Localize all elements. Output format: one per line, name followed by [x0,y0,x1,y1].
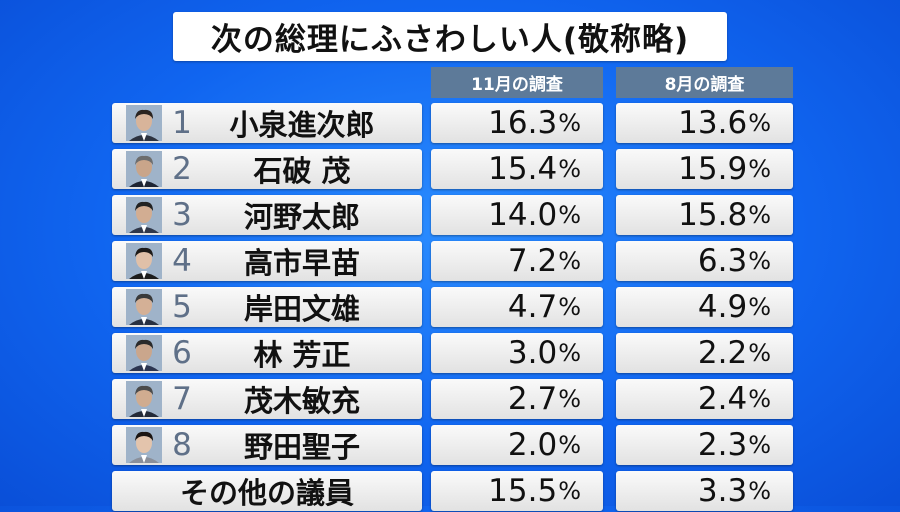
candidate-photo [126,197,162,233]
rank-number: 8 [172,427,192,463]
value-number: 14.0 [488,197,558,233]
candidate-row-5: 5 岸田文雄 [112,287,422,327]
percent-sign: % [558,339,581,367]
value-number: 2.3 [697,427,748,463]
value-number: 15.5 [488,473,558,509]
candidate-row-4: 4 高市早苗 [112,241,422,281]
august-value: 2.2% [616,333,793,373]
november-value: 16.3% [431,103,603,143]
percent-sign: % [558,385,581,413]
value-number: 6.3 [697,243,748,279]
rank-number: 1 [172,105,192,141]
candidate-row-2: 2 石破 茂 [112,149,422,189]
value-number: 2.7 [507,381,558,417]
august-value: 13.6% [616,103,793,143]
percent-sign: % [748,385,771,413]
candidate-photo [126,335,162,371]
value-number: 3.0 [507,335,558,371]
percent-sign: % [558,109,581,137]
column-header-november: 11月の調査 [431,67,603,98]
other-members-label: その他の議員 [179,476,354,510]
november-value: 2.7% [431,379,603,419]
rank-number: 7 [172,381,192,417]
percent-sign: % [748,201,771,229]
november-value: 15.5% [431,471,603,511]
percent-sign: % [558,155,581,183]
percent-sign: % [748,431,771,459]
value-number: 2.0 [507,427,558,463]
value-number: 2.2 [697,335,748,371]
rank-number: 6 [172,335,192,371]
candidate-row-6: 6 林 芳正 [112,333,422,373]
percent-sign: % [558,293,581,321]
value-number: 13.6 [678,105,748,141]
november-value: 3.0% [431,333,603,373]
value-number: 16.3 [488,105,558,141]
august-value: 2.4% [616,379,793,419]
candidate-name: 茂木敏充 [243,384,360,418]
august-value: 4.9% [616,287,793,327]
other-members-row: その他の議員 [112,471,422,511]
percent-sign: % [558,201,581,229]
percent-sign: % [748,247,771,275]
candidate-row-8: 8 野田聖子 [112,425,422,465]
august-value: 15.9% [616,149,793,189]
rank-number: 5 [172,289,192,325]
candidate-photo [126,427,162,463]
rank-number: 3 [172,197,192,233]
candidate-photo [126,289,162,325]
value-number: 4.7 [507,289,558,325]
percent-sign: % [558,431,581,459]
august-value: 15.8% [616,195,793,235]
candidate-name: 高市早苗 [243,246,360,280]
candidate-row-1: 1 小泉進次郎 [112,103,422,143]
august-value: 3.3% [616,471,793,511]
percent-sign: % [748,109,771,137]
percent-sign: % [748,477,771,505]
candidate-photo [126,381,162,417]
candidate-photo [126,243,162,279]
percent-sign: % [748,293,771,321]
chart-title: 次の総理にふさわしい人(敬称略) [173,12,727,61]
candidate-row-3: 3 河野太郎 [112,195,422,235]
candidate-row-7: 7 茂木敏充 [112,379,422,419]
candidate-name: 林 芳正 [253,338,351,372]
november-value: 2.0% [431,425,603,465]
percent-sign: % [748,339,771,367]
november-value: 7.2% [431,241,603,281]
value-number: 15.9 [678,151,748,187]
candidate-name: 石破 茂 [253,154,351,188]
column-header-august: 8月の調査 [616,67,793,98]
candidate-photo [126,105,162,141]
november-value: 14.0% [431,195,603,235]
value-number: 4.9 [697,289,748,325]
candidate-photo [126,151,162,187]
candidate-name: 河野太郎 [243,200,360,234]
value-number: 15.4 [488,151,558,187]
august-value: 6.3% [616,241,793,281]
november-value: 4.7% [431,287,603,327]
value-number: 7.2 [507,243,558,279]
value-number: 2.4 [697,381,748,417]
candidate-name: 小泉進次郎 [229,108,375,142]
value-number: 15.8 [678,197,748,233]
candidate-name: 野田聖子 [243,430,360,464]
percent-sign: % [558,477,581,505]
rank-number: 2 [172,151,192,187]
november-value: 15.4% [431,149,603,189]
percent-sign: % [558,247,581,275]
rank-number: 4 [172,243,192,279]
candidate-name: 岸田文雄 [243,292,360,326]
value-number: 3.3 [697,473,748,509]
percent-sign: % [748,155,771,183]
august-value: 2.3% [616,425,793,465]
